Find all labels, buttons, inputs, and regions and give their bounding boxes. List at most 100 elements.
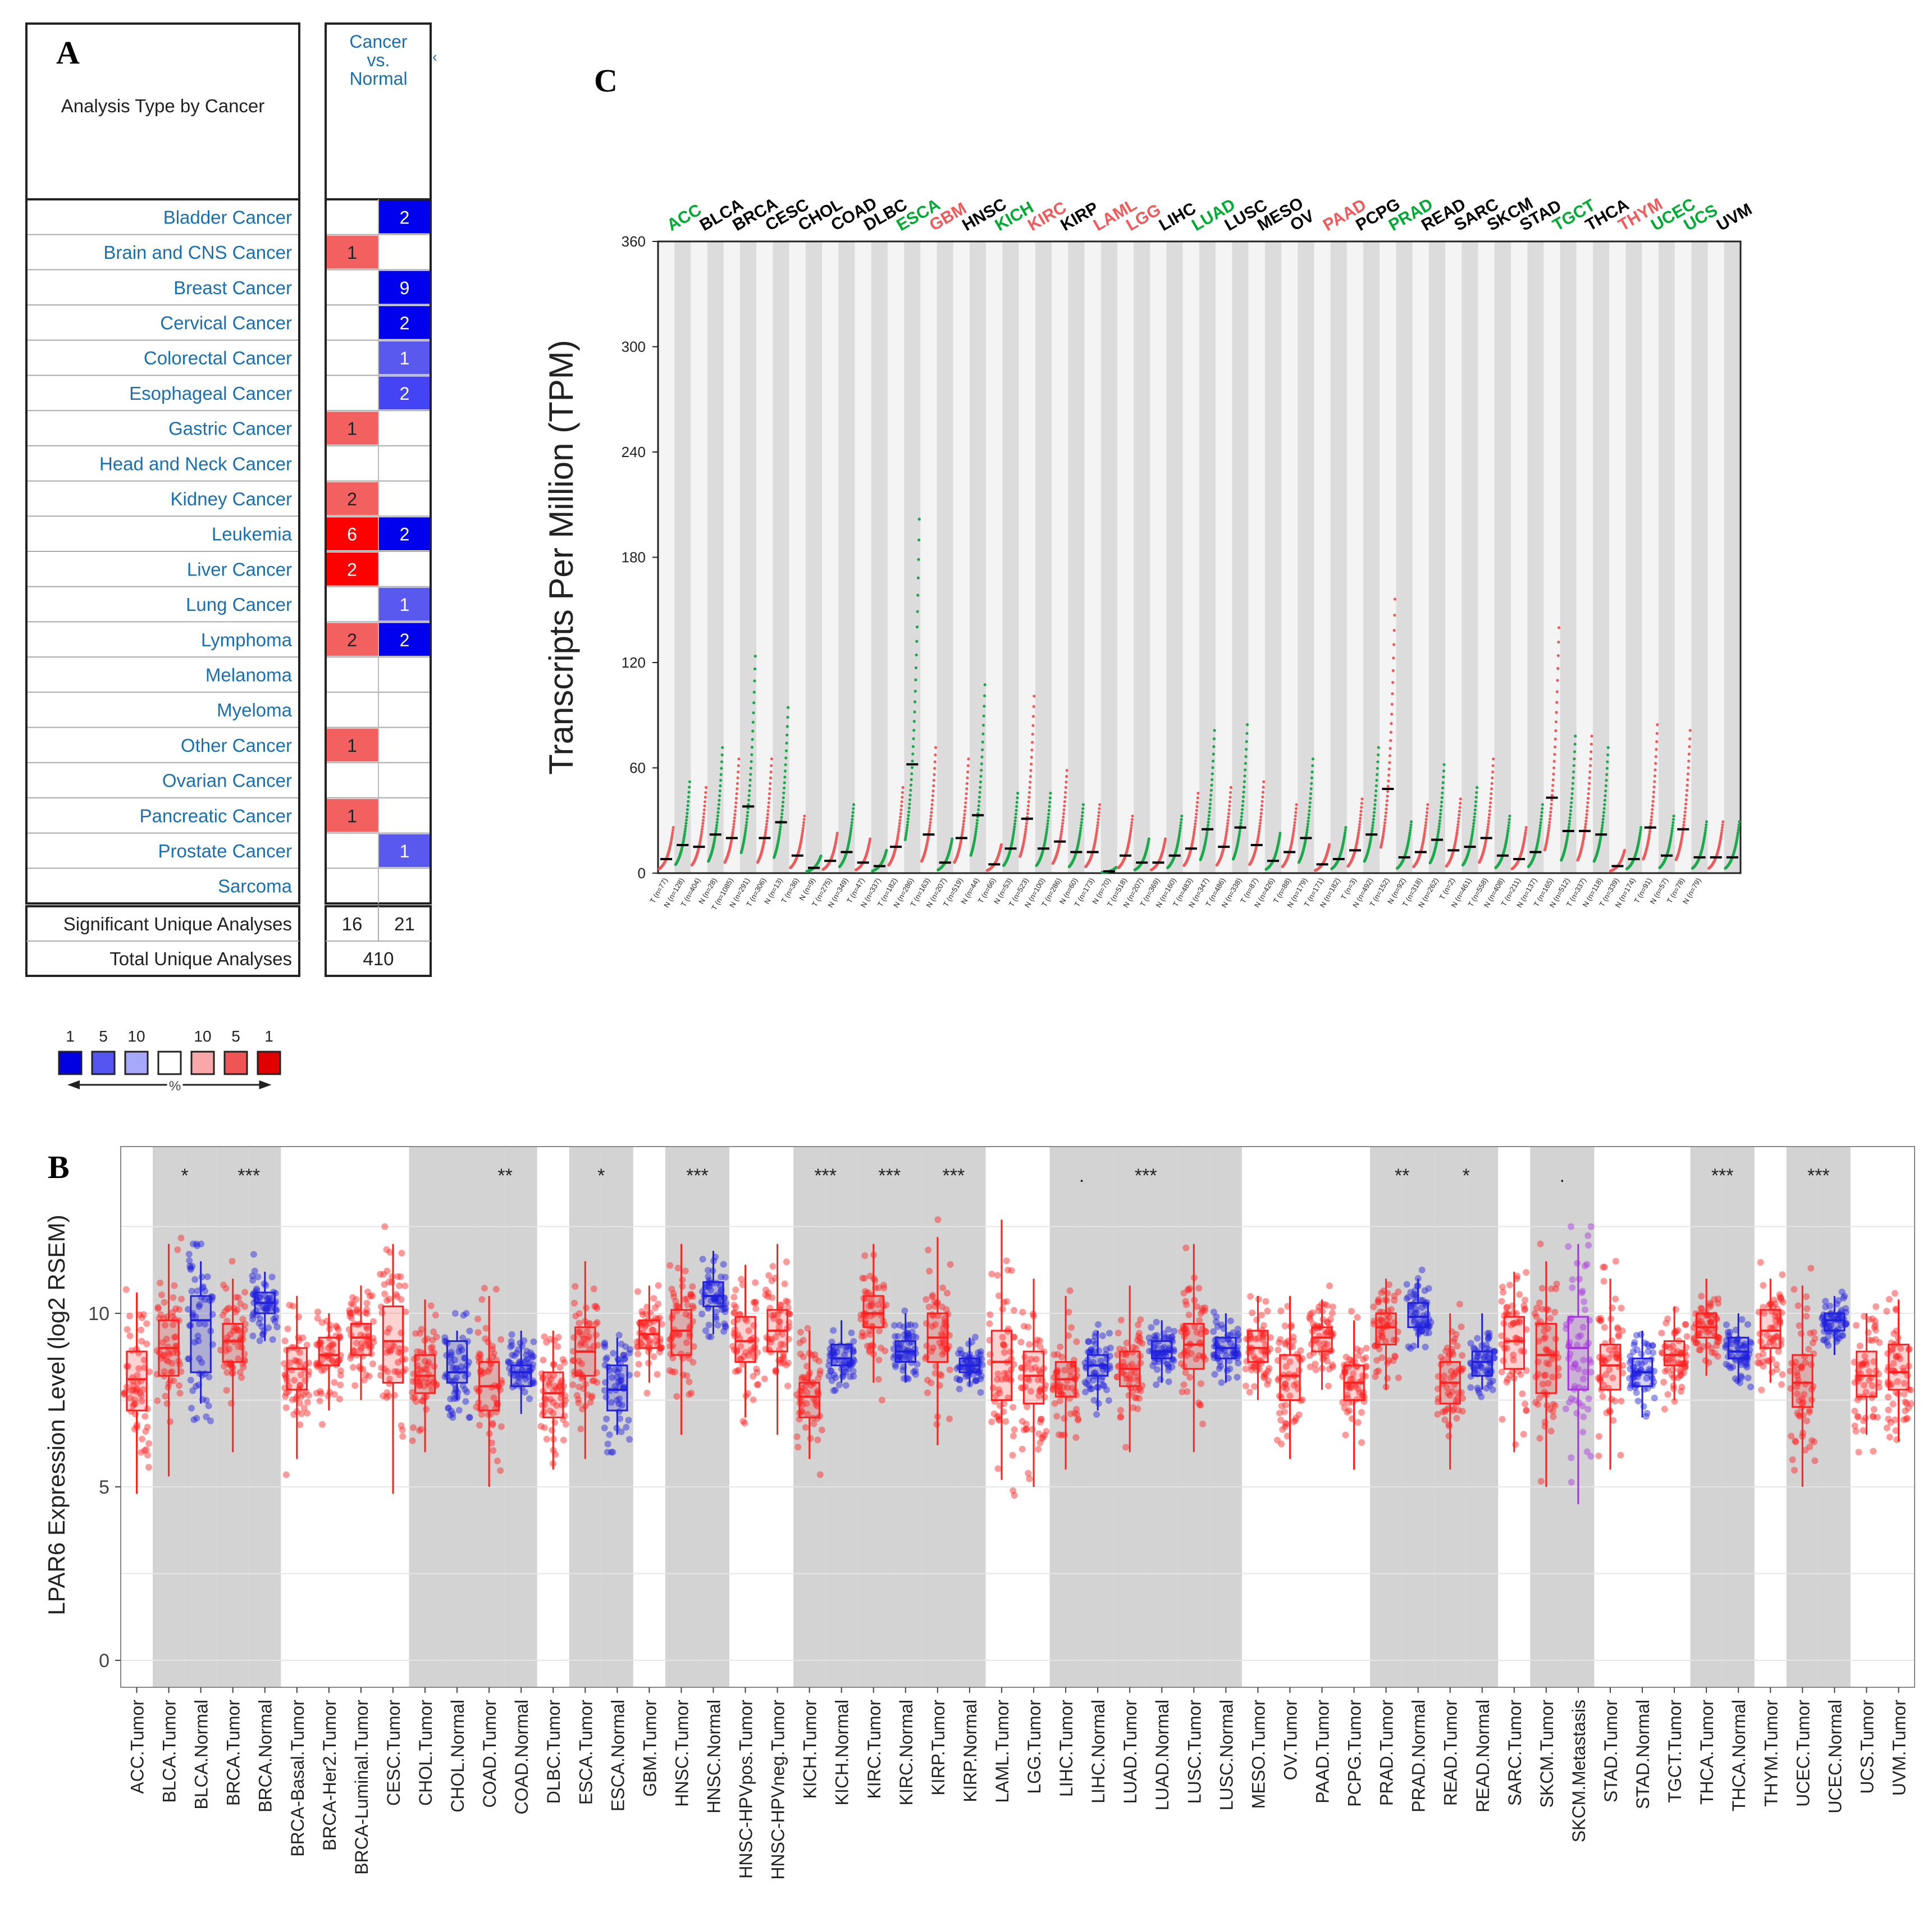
sample-point xyxy=(145,1440,153,1447)
up-count: 1 xyxy=(347,243,357,263)
normal-point xyxy=(1047,812,1051,816)
tumor-point xyxy=(1719,836,1723,839)
tumor-point xyxy=(800,834,803,838)
sample-point xyxy=(866,1348,873,1355)
sample-point xyxy=(769,1294,776,1302)
sample-point xyxy=(802,1383,809,1390)
sample-point xyxy=(362,1309,369,1316)
sample-point xyxy=(938,1330,945,1337)
sample-point xyxy=(486,1366,494,1373)
normal-point xyxy=(906,820,910,824)
tumor-point xyxy=(1555,690,1559,693)
tumor-point xyxy=(1720,826,1724,829)
x-tick-label: BRCA-Her2.Tumor xyxy=(319,1700,340,1851)
sample-point xyxy=(548,1427,555,1434)
cancer-label: UVM xyxy=(1714,200,1755,235)
normal-point xyxy=(974,834,977,838)
group-shading xyxy=(505,1147,537,1687)
sample-point xyxy=(1011,1307,1018,1314)
tumor-point xyxy=(1260,808,1263,811)
sample-point xyxy=(830,1351,838,1358)
x-tick-label: CHOL.Tumor xyxy=(415,1700,436,1806)
sample-point xyxy=(526,1395,533,1403)
sample-point xyxy=(775,1318,783,1325)
sample-point xyxy=(1073,1338,1080,1345)
tumor-point xyxy=(1094,836,1098,839)
normal-point xyxy=(1241,800,1245,803)
down-regulated-cell xyxy=(378,200,431,234)
normal-point xyxy=(979,786,982,789)
sample-point xyxy=(143,1340,150,1348)
sample-point xyxy=(590,1285,597,1293)
tumor-band xyxy=(1216,241,1232,873)
sample-point xyxy=(455,1348,463,1355)
sample-point xyxy=(396,1371,403,1378)
sample-point xyxy=(396,1282,403,1289)
sample-point xyxy=(812,1400,820,1408)
sample-point xyxy=(186,1263,194,1270)
tumor-point xyxy=(1590,750,1593,754)
sample-point xyxy=(511,1352,518,1359)
sample-point xyxy=(734,1367,741,1375)
x-tick-label: LAML.Tumor xyxy=(992,1700,1012,1803)
sample-point xyxy=(779,1331,786,1338)
sample-point xyxy=(497,1336,505,1343)
normal-point xyxy=(1049,792,1052,795)
sample-point xyxy=(460,1312,467,1319)
tumor-point xyxy=(1131,814,1134,818)
sample-point xyxy=(450,1395,458,1402)
sample-point xyxy=(223,1369,231,1376)
normal-point xyxy=(1537,836,1540,839)
tumor-point xyxy=(1383,821,1387,824)
normal-point xyxy=(720,760,724,764)
sample-point xyxy=(578,1375,586,1382)
normal-point xyxy=(1241,795,1245,798)
sample-point xyxy=(273,1323,281,1331)
sample-point xyxy=(268,1305,275,1312)
sample-point xyxy=(604,1440,611,1448)
sample-point xyxy=(515,1378,522,1386)
sample-point xyxy=(576,1310,583,1317)
sample-point xyxy=(195,1337,202,1345)
normal-point xyxy=(1208,802,1212,806)
sample-point xyxy=(941,1320,948,1327)
tumor-point xyxy=(1683,810,1687,814)
sample-point xyxy=(353,1296,360,1303)
sample-point xyxy=(1041,1431,1048,1439)
panel-label-b: B xyxy=(48,1149,70,1185)
tumor-point xyxy=(765,823,769,826)
sample-point xyxy=(466,1414,473,1421)
sample-point xyxy=(369,1360,376,1367)
sample-point xyxy=(561,1359,568,1366)
normal-point xyxy=(1537,834,1541,837)
sample-point xyxy=(418,1397,426,1404)
sample-point xyxy=(417,1330,424,1337)
sample-point xyxy=(171,1334,178,1341)
normal-point xyxy=(1537,832,1541,835)
sample-point xyxy=(835,1381,843,1389)
sample-point xyxy=(618,1401,625,1409)
tumor-point xyxy=(769,770,773,774)
sample-point xyxy=(639,1311,646,1318)
sample-point xyxy=(751,1299,759,1307)
sample-point xyxy=(530,1353,537,1360)
sample-point xyxy=(497,1467,504,1474)
normal-point xyxy=(908,793,912,797)
sample-point xyxy=(331,1391,338,1398)
sample-point xyxy=(171,1282,178,1289)
normal-point xyxy=(1180,818,1183,821)
normal-point xyxy=(1376,766,1379,770)
sample-point xyxy=(593,1319,601,1326)
normal-point xyxy=(716,814,720,818)
normal-point xyxy=(1442,769,1446,773)
normal-band xyxy=(1035,241,1052,873)
sample-point xyxy=(172,1305,180,1312)
normal-point xyxy=(1373,803,1377,806)
tumor-point xyxy=(899,804,903,807)
legend-swatch xyxy=(58,1051,83,1075)
sample-point xyxy=(861,1275,868,1282)
sample-point xyxy=(971,1334,979,1341)
sample-point xyxy=(158,1291,166,1299)
sample-point xyxy=(576,1320,583,1327)
